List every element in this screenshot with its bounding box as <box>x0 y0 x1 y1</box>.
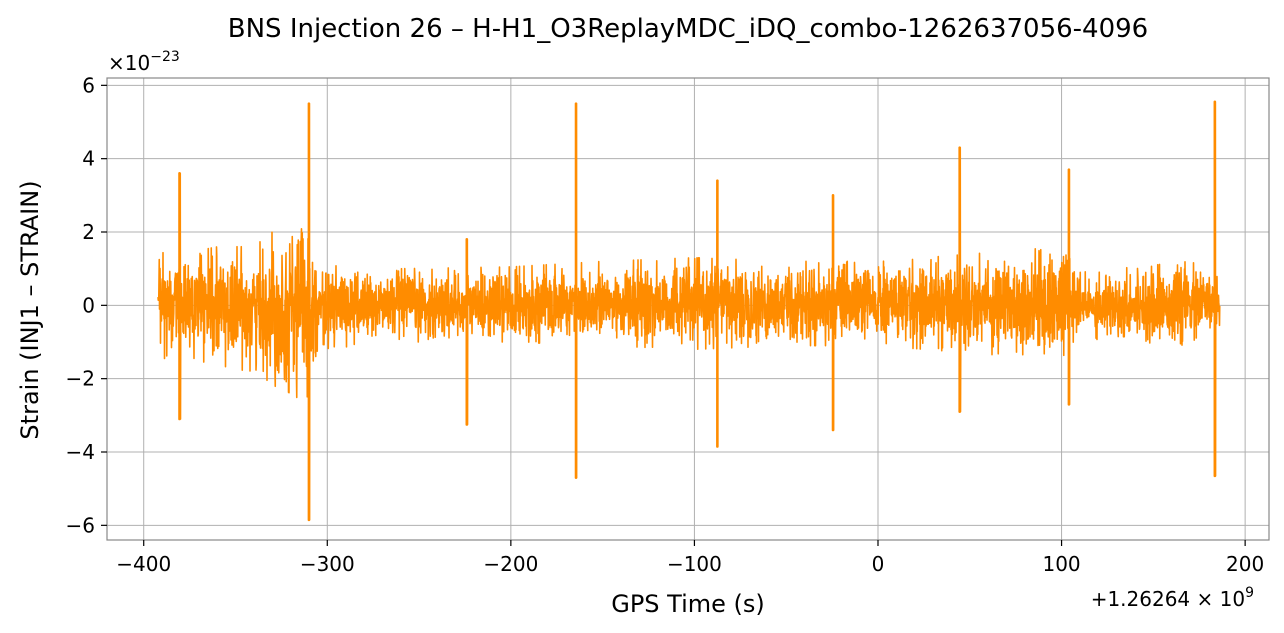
y-tick-label: 2 <box>82 220 95 244</box>
chart-title: BNS Injection 26 – H-H1_O3ReplayMDC_iDQ_… <box>228 14 1148 44</box>
y-scale-label: ×10−23 <box>108 49 180 75</box>
x-offset-exponent: 9 <box>1245 585 1254 601</box>
y-tick-label: 4 <box>82 147 95 171</box>
y-tick-label: 6 <box>82 73 95 97</box>
y-tick-label: −2 <box>66 367 95 391</box>
x-offset-label: +1.26264 × 109 <box>1091 585 1254 611</box>
y-tick-label: −6 <box>66 513 95 537</box>
y-scale-base: ×10 <box>108 51 150 75</box>
x-tick-label: −200 <box>483 552 538 576</box>
y-tick-label: 0 <box>82 293 95 317</box>
x-axis-label: GPS Time (s) <box>611 590 765 618</box>
strain-series-line <box>157 101 1221 521</box>
x-tick-label: −100 <box>667 552 722 576</box>
x-tick-label: −300 <box>300 552 355 576</box>
y-axis-label: Strain (INJ1 – STRAIN) <box>16 180 44 439</box>
x-tick-label: −400 <box>116 552 171 576</box>
series-layer <box>157 100 1221 522</box>
x-tick-label: 0 <box>872 552 885 576</box>
y-scale-exponent: −23 <box>150 49 180 65</box>
tick-labels: −400 −300 −200 −100 0 100 200 −6 −4 −2 0 2 4 6 <box>66 73 1265 576</box>
x-tick-label: 200 <box>1226 552 1264 576</box>
y-tick-label: −4 <box>66 440 95 464</box>
x-offset-base: +1.26264 × 10 <box>1091 587 1245 611</box>
x-tick-label: 100 <box>1042 552 1080 576</box>
plot-frame <box>106 77 1270 541</box>
ticks <box>101 84 1246 546</box>
